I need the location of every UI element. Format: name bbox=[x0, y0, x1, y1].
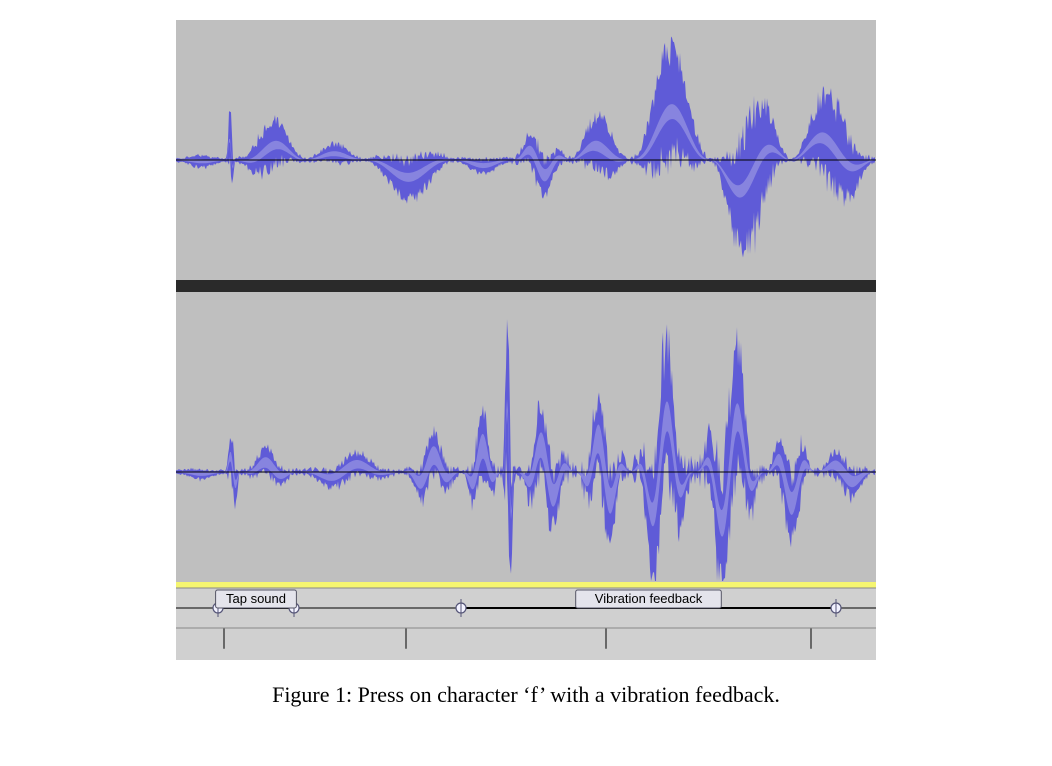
time-ruler-bg bbox=[176, 628, 876, 660]
waveform-track-2-bg bbox=[176, 292, 876, 582]
selection-strip bbox=[176, 582, 876, 588]
audio-editor: Tap sound Vibration feedback bbox=[176, 20, 876, 660]
label-vibration-feedback[interactable]: Vibration feedback bbox=[576, 590, 722, 608]
waveform-svg: Tap sound Vibration feedback bbox=[176, 20, 876, 660]
label-text-tap-sound: Tap sound bbox=[226, 591, 286, 606]
label-text-vibration-feedback: Vibration feedback bbox=[595, 591, 703, 606]
figure-caption: Figure 1: Press on character ‘f’ with a … bbox=[272, 682, 780, 708]
track-divider bbox=[176, 280, 876, 292]
label-tap-sound[interactable]: Tap sound bbox=[216, 590, 297, 608]
figure-container: Tap sound Vibration feedback Figure 1: Pr… bbox=[0, 0, 1052, 738]
